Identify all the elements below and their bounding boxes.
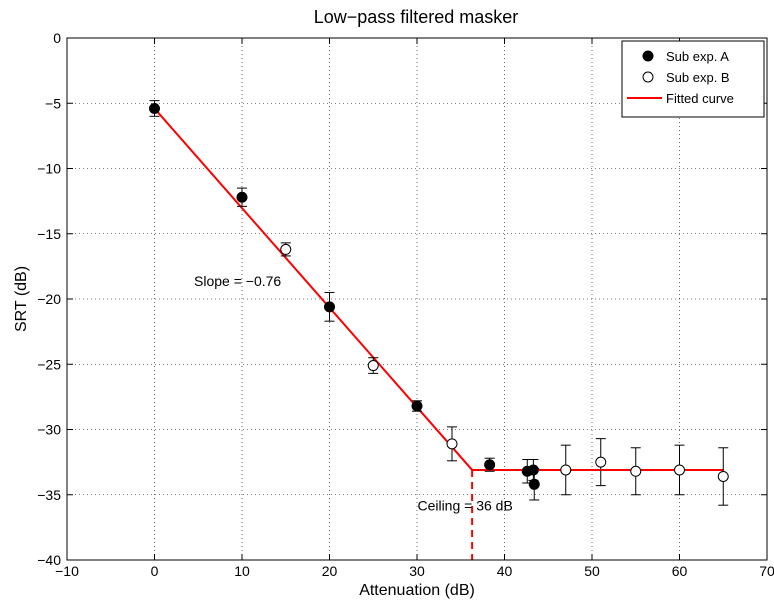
- point-sub-exp-b: [595, 456, 607, 468]
- y-tick-label: 0: [53, 30, 61, 46]
- y-tick-label: −10: [37, 161, 61, 177]
- point-sub-exp-b: [560, 464, 572, 476]
- slope-annotation: Slope = −0.76: [194, 273, 281, 289]
- point-sub-exp-a: [411, 400, 423, 412]
- y-tick-label: −30: [37, 422, 61, 438]
- y-tick-label: −35: [37, 487, 61, 503]
- point-sub-exp-a: [528, 478, 540, 490]
- x-tick-label: 0: [151, 563, 159, 579]
- point-sub-exp-b: [674, 464, 685, 476]
- x-tick-label: 50: [584, 563, 600, 579]
- legend-marker-a: [642, 50, 654, 62]
- y-tick-label: −15: [37, 226, 61, 242]
- plot-frame: [66, 37, 768, 561]
- legend-label-fit: Fitted curve: [666, 91, 734, 106]
- point-sub-exp-a: [149, 102, 160, 114]
- point-sub-exp-a: [236, 191, 248, 203]
- legend-marker-b: [642, 71, 654, 83]
- point-sub-exp-b: [280, 243, 292, 255]
- legend-label-b: Sub exp. B: [666, 70, 730, 85]
- y-axis-label: SRT (dB): [13, 266, 30, 332]
- y-tick-label: −40: [37, 552, 61, 568]
- x-tick-label: 60: [672, 563, 688, 579]
- y-tick-label: −20: [37, 291, 61, 307]
- x-tick-label: 70: [759, 563, 774, 579]
- point-sub-exp-b: [367, 360, 379, 372]
- x-tick-label: −10: [55, 563, 79, 579]
- point-sub-exp-a: [324, 301, 335, 313]
- point-sub-exp-b: [630, 465, 642, 477]
- data-points: [149, 102, 729, 490]
- x-tick-label: 20: [322, 563, 338, 579]
- y-tick-label: −5: [45, 95, 61, 111]
- chart-title: Low−pass filtered masker: [314, 7, 519, 27]
- point-sub-exp-b: [717, 470, 729, 482]
- legend: Sub exp. A Sub exp. B Fitted curve: [621, 40, 765, 118]
- legend-label-a: Sub exp. A: [666, 49, 729, 64]
- point-sub-exp-a: [484, 459, 496, 471]
- ceiling-annotation: Ceiling = 36 dB: [417, 497, 512, 513]
- x-axis-label: Attenuation (dB): [359, 582, 475, 599]
- x-tick-label: 40: [497, 563, 513, 579]
- point-sub-exp-b: [446, 438, 458, 450]
- x-tick-labels: −10 0 10 20 30 40 50 60 70: [55, 563, 774, 579]
- x-tick-label: 30: [409, 563, 425, 579]
- y-tick-label: −25: [37, 356, 61, 372]
- x-tick-label: 10: [234, 563, 250, 579]
- y-tick-labels: 0 −5 −10 −15 −20 −25 −30 −35 −40: [37, 30, 61, 568]
- point-sub-exp-a: [527, 464, 539, 476]
